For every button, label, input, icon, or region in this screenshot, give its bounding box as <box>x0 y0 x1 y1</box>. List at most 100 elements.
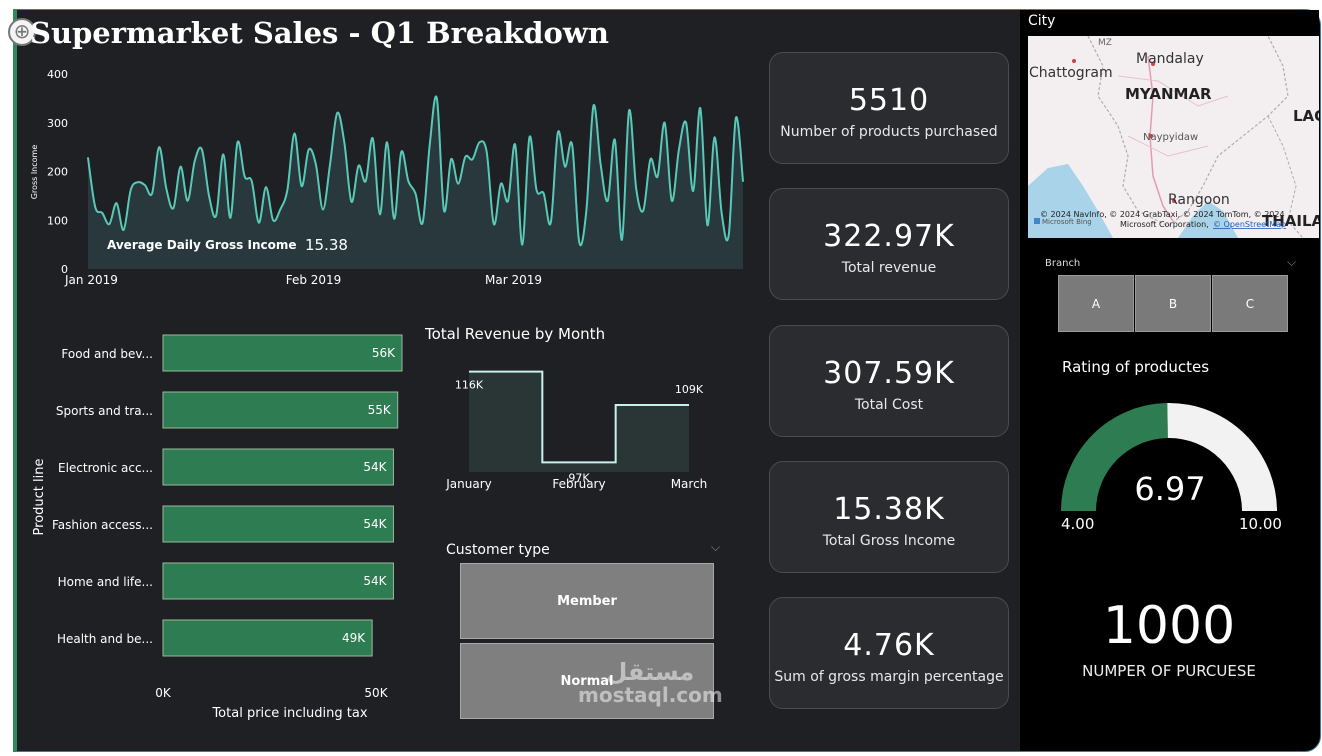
data-point <box>713 136 716 139</box>
branch-slicer-label: Branch <box>1045 258 1081 269</box>
data-point <box>265 186 267 188</box>
map-label-thaila: THAILA <box>1262 212 1319 230</box>
data-point <box>471 158 474 161</box>
data-point <box>549 221 552 224</box>
purchases-label: NUMPER OF PURCUESE <box>1082 662 1256 680</box>
bar-category-label: Sports and tra... <box>56 404 153 418</box>
left-accent-bar <box>13 9 17 752</box>
data-point <box>578 241 581 243</box>
customer-button-member[interactable]: Member <box>460 563 714 639</box>
bar <box>162 334 403 372</box>
data-point <box>557 131 559 134</box>
bar-category-label: Fashion access... <box>52 518 153 532</box>
bar-category-label: Electronic acc... <box>58 461 153 475</box>
data-point <box>478 141 481 144</box>
kpi-value: 4.76K <box>843 628 935 663</box>
data-point <box>229 217 232 219</box>
data-point <box>421 221 424 224</box>
data-point <box>250 180 253 183</box>
watermark-url: mostaql.com <box>578 683 723 708</box>
data-point <box>656 175 659 178</box>
bar <box>162 448 394 486</box>
rating-gauge <box>1061 403 1277 511</box>
data-point <box>336 112 338 114</box>
data-point <box>649 158 652 161</box>
map-label-chattogram: Chattogram <box>1029 65 1113 81</box>
map-attribution-link[interactable]: © OpenStreetMap <box>1213 220 1286 229</box>
data-label: 109K <box>675 383 704 396</box>
customer-type-title: Customer type <box>446 542 550 558</box>
y-tick-label: 400 <box>47 68 68 81</box>
data-point <box>393 217 395 220</box>
data-point <box>485 151 488 153</box>
bar-value-label: 56K <box>372 346 396 360</box>
map-label-naypyidaw: Naypyidaw <box>1143 132 1198 143</box>
kpi-label: Total revenue <box>841 260 937 276</box>
focus-mode-icon[interactable]: ⊕ <box>8 18 36 46</box>
purchases-value: 1000 <box>1102 596 1236 656</box>
y-axis-label: Product line <box>32 459 47 536</box>
data-point <box>642 209 645 212</box>
data-point <box>322 208 324 211</box>
data-point <box>635 187 638 190</box>
microsoft-bing-logo <box>1034 218 1040 224</box>
dashboard-title: Supermarket Sales - Q1 Breakdown <box>30 16 609 50</box>
data-point <box>592 104 595 107</box>
gauge-fill <box>1061 403 1168 511</box>
data-point <box>571 143 573 146</box>
watermark: مستقل mostaql.com <box>578 659 723 708</box>
bar <box>162 562 394 600</box>
data-point <box>172 207 175 209</box>
data-point <box>208 195 210 197</box>
city-map-panel: City MZ Mandalay Chattogram MYANMAR LAO … <box>1023 10 1319 238</box>
bar-category-label: Food and bev... <box>61 347 153 361</box>
bar-value-label: 54K <box>363 574 387 588</box>
data-point <box>606 199 609 202</box>
map-label-rangoon: Rangoon <box>1168 192 1230 208</box>
data-point <box>628 109 630 112</box>
data-point <box>535 189 538 191</box>
data-point <box>727 234 730 236</box>
chevron-down-icon[interactable]: ⌵ <box>711 540 721 554</box>
map-label-lao: LAO <box>1293 107 1319 125</box>
chevron-down-icon[interactable]: ⌵ <box>1287 255 1297 269</box>
data-point <box>443 209 445 212</box>
kpi-label: Number of products purchased <box>780 124 998 140</box>
data-point <box>706 224 709 226</box>
city-map[interactable]: MZ Mandalay Chattogram MYANMAR LAO Naypy… <box>1028 36 1319 238</box>
data-point <box>400 151 403 153</box>
annotation-value: 15.38 <box>305 236 348 254</box>
bar-category-label: Health and be... <box>57 632 153 646</box>
gross-income-line-chart: 0 100 200 300 400 Gross Income Jan 2019 Feb 201… <box>30 68 744 287</box>
data-point <box>315 163 317 165</box>
x-tick-label: January <box>445 477 492 491</box>
map-attribution: © 2024 NavInfo, © 2024 GrabTaxi, © 2024 … <box>1040 210 1285 219</box>
data-point <box>464 156 467 158</box>
data-point <box>720 212 723 214</box>
series-line <box>469 370 689 464</box>
kpi-value: 307.59K <box>823 356 955 391</box>
data-point <box>137 181 139 184</box>
data-point <box>663 121 666 124</box>
kpi-label: Total Gross Income <box>822 533 956 549</box>
branch-button-b[interactable]: B <box>1135 275 1211 332</box>
data-point <box>293 132 296 135</box>
kpi-label: Sum of gross margin percentage <box>774 669 1004 685</box>
branch-button-c[interactable]: C <box>1212 275 1288 332</box>
customer-button-normal[interactable]: Normal <box>460 643 714 719</box>
map-bing-text: Microsoft Bing <box>1042 218 1092 226</box>
y-axis-label: Gross Income <box>30 145 39 200</box>
kpi-card-gross-income: 15.38K Total Gross Income <box>769 461 1009 573</box>
data-point <box>186 199 189 202</box>
data-point <box>215 214 217 217</box>
kpi-value: 15.38K <box>833 492 945 527</box>
x-axis-label: Total price including tax <box>211 706 367 721</box>
chart-title: Total Revenue by Month <box>424 325 605 343</box>
data-point <box>685 121 687 124</box>
data-point <box>699 107 702 109</box>
bar-value-label: 55K <box>368 403 392 417</box>
data-point <box>201 148 203 151</box>
branch-button-a[interactable]: A <box>1058 275 1134 332</box>
map-label-mz: MZ <box>1098 38 1112 48</box>
data-point <box>108 223 111 225</box>
